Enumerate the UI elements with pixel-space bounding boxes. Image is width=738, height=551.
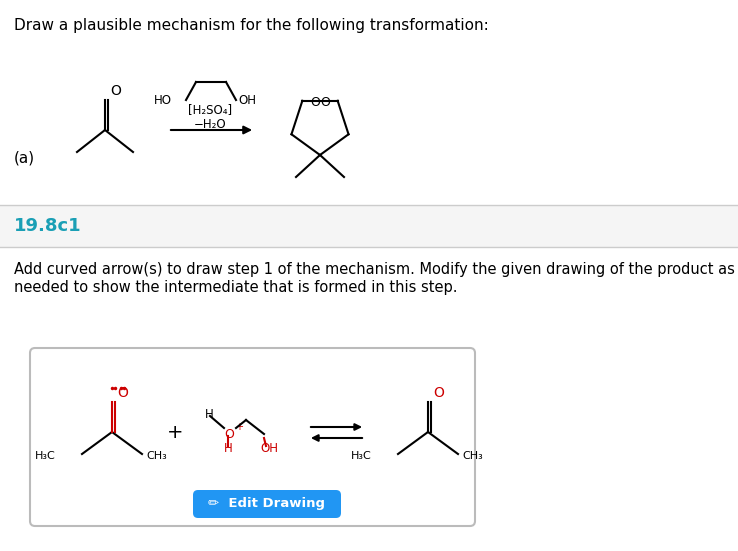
Text: O: O bbox=[320, 96, 330, 109]
Text: HO: HO bbox=[154, 94, 172, 106]
Text: (a): (a) bbox=[14, 150, 35, 165]
Text: O: O bbox=[311, 96, 320, 109]
Text: 19.8c1: 19.8c1 bbox=[14, 217, 82, 235]
Bar bbox=[0, 247, 738, 551]
Text: O: O bbox=[224, 428, 234, 440]
Text: OH: OH bbox=[238, 94, 256, 106]
Text: CH₃: CH₃ bbox=[462, 451, 483, 461]
Text: H₃C: H₃C bbox=[351, 451, 372, 461]
Text: −H₂O: −H₂O bbox=[193, 118, 227, 131]
Bar bbox=[0, 205, 738, 247]
Text: O: O bbox=[117, 386, 128, 400]
Text: O: O bbox=[110, 84, 121, 98]
Text: O: O bbox=[433, 386, 444, 400]
Text: H: H bbox=[224, 441, 232, 455]
Text: [H₂SO₄]: [H₂SO₄] bbox=[188, 103, 232, 116]
Text: Draw a plausible mechanism for the following transformation:: Draw a plausible mechanism for the follo… bbox=[14, 18, 489, 33]
Text: needed to show the intermediate that is formed in this step.: needed to show the intermediate that is … bbox=[14, 280, 458, 295]
Text: Add curved arrow(s) to draw step 1 of the mechanism. Modify the given drawing of: Add curved arrow(s) to draw step 1 of th… bbox=[14, 262, 735, 277]
Text: H: H bbox=[205, 408, 214, 422]
Text: ✏  Edit Drawing: ✏ Edit Drawing bbox=[209, 498, 325, 510]
FancyBboxPatch shape bbox=[193, 490, 341, 518]
FancyBboxPatch shape bbox=[30, 348, 475, 526]
Text: CH₃: CH₃ bbox=[146, 451, 167, 461]
Text: +: + bbox=[167, 423, 183, 441]
Bar bbox=[0, 0, 738, 205]
Text: H₃C: H₃C bbox=[35, 451, 56, 461]
Text: +: + bbox=[235, 422, 243, 432]
Text: OH: OH bbox=[260, 441, 278, 455]
